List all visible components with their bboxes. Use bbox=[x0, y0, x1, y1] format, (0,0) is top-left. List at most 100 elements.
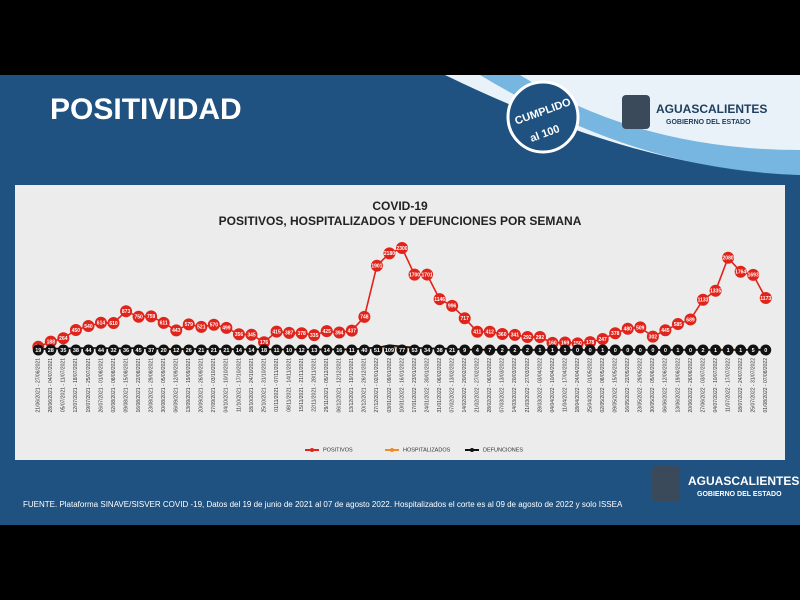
data-label: 387 bbox=[285, 331, 294, 337]
x-tick-label: 11/07/2022 - 17/07/2022 bbox=[725, 358, 731, 412]
data-label: 1 bbox=[551, 348, 554, 354]
legend-label: DEFUNCIONES bbox=[483, 447, 523, 453]
value-marker bbox=[233, 344, 245, 356]
data-label: 150 bbox=[573, 341, 582, 347]
value-marker bbox=[358, 310, 371, 323]
value-marker bbox=[69, 324, 82, 337]
value-marker bbox=[547, 344, 559, 356]
value-marker bbox=[584, 336, 597, 349]
data-label: 415 bbox=[272, 329, 281, 335]
data-label: 480 bbox=[624, 327, 633, 333]
value-marker bbox=[559, 344, 571, 356]
x-tick-label: 01/08/2022 - 07/08/2022 bbox=[763, 358, 769, 413]
value-marker bbox=[57, 344, 69, 356]
value-marker bbox=[484, 344, 496, 356]
value-marker bbox=[659, 344, 671, 356]
x-tick-label: 19/07/2021 - 25/07/2021 bbox=[86, 358, 92, 413]
value-marker bbox=[684, 313, 697, 326]
value-marker bbox=[609, 344, 621, 356]
data-label: 14 bbox=[324, 348, 331, 354]
x-tick-label: 11/04/2022 - 17/04/2022 bbox=[562, 358, 568, 412]
value-marker bbox=[158, 344, 170, 356]
data-label: 109 bbox=[385, 348, 394, 354]
data-label: 1335 bbox=[710, 289, 721, 295]
data-label: 12 bbox=[299, 348, 305, 354]
x-tick-label: 28/03/2022 - 03/04/2022 bbox=[537, 358, 543, 413]
value-marker bbox=[57, 332, 70, 345]
x-tick-label: 09/08/2021 - 15/08/2021 bbox=[123, 358, 129, 413]
value-marker bbox=[584, 344, 596, 356]
value-marker bbox=[133, 344, 145, 356]
data-label: 34 bbox=[424, 348, 431, 354]
data-label: 160 bbox=[548, 341, 557, 347]
data-label: 53 bbox=[411, 348, 417, 354]
data-label: 0 bbox=[576, 348, 579, 354]
data-label: 264 bbox=[59, 336, 68, 342]
x-tick-label: 04/10/2021 - 10/10/2021 bbox=[224, 358, 230, 413]
x-tick-label: 23/05/2022 - 29/05/2022 bbox=[638, 358, 644, 413]
value-marker bbox=[722, 344, 734, 356]
data-label: 20 bbox=[161, 348, 167, 354]
x-tick-label: 05/07/2021 - 11/07/2021 bbox=[61, 358, 67, 412]
data-label: 335 bbox=[310, 333, 319, 339]
value-marker bbox=[170, 324, 183, 337]
data-label: 13 bbox=[311, 348, 317, 354]
data-label: 717 bbox=[461, 316, 470, 322]
x-tick-label: 04/04/2022 - 10/04/2022 bbox=[550, 358, 556, 413]
legend-dot bbox=[390, 448, 394, 452]
value-marker bbox=[371, 344, 383, 356]
value-marker bbox=[107, 316, 120, 329]
data-label: 10 bbox=[286, 348, 292, 354]
value-marker bbox=[370, 259, 383, 272]
data-label: 247 bbox=[599, 337, 608, 343]
value-marker bbox=[659, 324, 672, 337]
data-label: 1700 bbox=[409, 272, 420, 278]
legend-label: POSITIVOS bbox=[323, 447, 353, 453]
x-tick-label: 13/12/2021 - 19/12/2021 bbox=[349, 358, 355, 413]
data-label: 345 bbox=[247, 333, 256, 339]
x-tick-label: 15/11/2021 - 21/11/2021 bbox=[299, 358, 305, 412]
value-marker bbox=[409, 344, 421, 356]
data-label: 579 bbox=[185, 322, 194, 328]
x-tick-label: 28/02/2022 - 06/03/2022 bbox=[487, 358, 493, 413]
value-marker bbox=[747, 268, 760, 281]
x-tick-label: 01/11/2021 - 07/11/2021 bbox=[274, 358, 280, 412]
data-label: 12 bbox=[173, 348, 179, 354]
footer-logo-shield bbox=[652, 466, 680, 502]
data-label: 14 bbox=[236, 348, 243, 354]
x-tick-label: 27/09/2021 - 03/10/2021 bbox=[211, 358, 217, 413]
value-marker bbox=[597, 344, 609, 356]
data-label: 1146 bbox=[434, 297, 445, 303]
data-label: 2080 bbox=[723, 256, 734, 262]
value-marker bbox=[421, 344, 433, 356]
value-marker bbox=[333, 344, 345, 356]
value-marker bbox=[509, 344, 521, 356]
data-label: 45 bbox=[136, 348, 142, 354]
data-label: 44 bbox=[85, 348, 92, 354]
data-label: 37 bbox=[148, 348, 154, 354]
data-label: 51 bbox=[374, 348, 380, 354]
data-label: 509 bbox=[636, 325, 645, 331]
value-marker bbox=[245, 328, 258, 341]
footer-logo-subtitle: GOBIERNO DEL ESTADO bbox=[697, 491, 782, 498]
value-marker bbox=[446, 344, 458, 356]
x-tick-label: 31/01/2022 - 06/02/2022 bbox=[437, 358, 443, 413]
x-tick-label: 27/06/2022 - 03/07/2022 bbox=[700, 358, 706, 413]
x-tick-label: 13/09/2021 - 19/09/2021 bbox=[186, 358, 192, 413]
value-marker bbox=[697, 293, 710, 306]
value-marker bbox=[421, 268, 434, 281]
value-marker bbox=[709, 284, 722, 297]
value-marker bbox=[232, 328, 245, 341]
x-tick-label: 26/07/2021 - 01/08/2021 bbox=[98, 358, 104, 413]
data-label: 570 bbox=[210, 323, 219, 329]
data-label: 38 bbox=[437, 348, 443, 354]
data-label: 341 bbox=[511, 333, 520, 339]
value-marker bbox=[145, 310, 158, 323]
legend-label: HOSPITALIZADOS bbox=[403, 447, 451, 453]
x-tick-label: 25/04/2022 - 01/05/2022 bbox=[587, 358, 593, 413]
data-label: 178 bbox=[586, 340, 595, 346]
value-marker bbox=[383, 247, 396, 260]
x-tick-label: 17/01/2022 - 23/01/2022 bbox=[412, 358, 418, 413]
value-marker bbox=[534, 344, 546, 356]
data-label: 4 bbox=[476, 348, 480, 354]
